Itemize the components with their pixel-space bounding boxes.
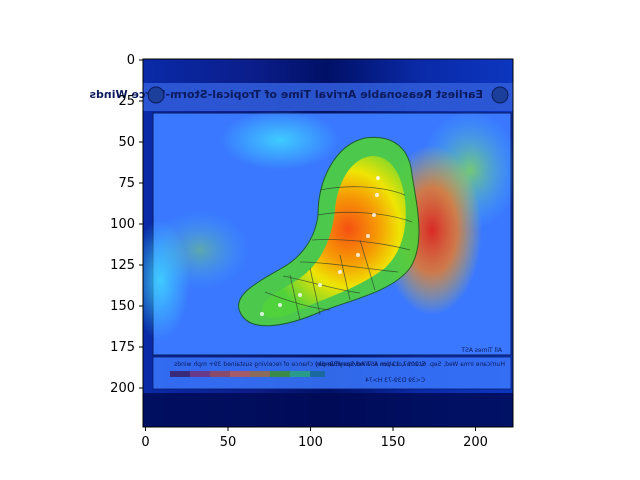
cyan-glow-top	[220, 110, 340, 170]
y-tick-label: 50	[118, 135, 135, 150]
heatmap-image	[143, 59, 513, 427]
bottom-band	[143, 393, 513, 427]
noaa-logo	[491, 86, 509, 104]
map-advisory: Hurricane Irma Wed, Sep. 6, 2017, 11 pm …	[329, 361, 505, 368]
storm-track	[260, 176, 380, 316]
map-storm-legend: C<39 D39-73 H>74	[365, 377, 425, 384]
wind-plume-inner	[262, 156, 406, 318]
y-tick-label: 150	[110, 299, 135, 314]
nws-logo	[147, 86, 165, 104]
y-tick-label: 25	[118, 94, 135, 109]
map-title-group: Earliest Reasonable Arrival Time of Trop…	[89, 88, 505, 384]
y-tick-label: 100	[110, 217, 135, 232]
x-tick-label: 150	[381, 435, 406, 450]
y-tick-label: 0	[127, 53, 135, 68]
map-legend-caption: Five-day chance of receiving sustained 3…	[174, 361, 340, 368]
y-axis	[139, 59, 143, 389]
y-tick-label: 200	[110, 381, 135, 396]
map-title: Earliest Reasonable Arrival Time of Trop…	[89, 88, 483, 101]
legend-colorbar	[170, 371, 325, 377]
title-band	[143, 83, 513, 111]
map-times-label: All Times AST	[461, 347, 502, 354]
map-storm-info: Storm Location & Wind Speed (mph)	[315, 361, 425, 368]
x-tick-label: 200	[463, 435, 488, 450]
axes-frame	[142, 58, 514, 428]
x-tick-label: 100	[298, 435, 323, 450]
y-tick-label: 125	[110, 258, 135, 273]
x-axis	[145, 427, 476, 431]
x-tick-label: 50	[220, 435, 237, 450]
x-tick-label: 0	[141, 435, 149, 450]
y-tick-label: 75	[118, 176, 135, 191]
y-tick-label: 175	[110, 340, 135, 355]
green-glow-left	[150, 210, 250, 290]
